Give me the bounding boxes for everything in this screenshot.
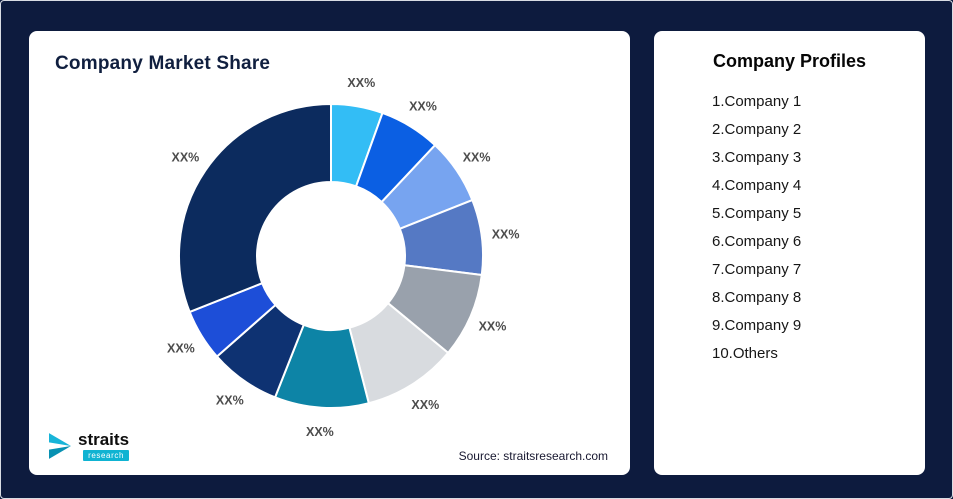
slice-label-5: XX%	[479, 319, 507, 333]
profile-item-7: 7.Company 7	[712, 261, 802, 278]
profile-item-4: 4.Company 4	[712, 177, 802, 194]
logo-text: straits research	[78, 430, 130, 461]
donut-segment-10	[178, 102, 332, 314]
chart-title: Company Market Share	[55, 53, 271, 74]
profile-item-5: 5.Company 5	[712, 205, 802, 222]
slice-label-8: XX%	[216, 393, 244, 407]
slice-label-3: XX%	[463, 150, 491, 164]
straits-logo-icon	[49, 433, 71, 459]
profile-item-2: 2.Company 2	[712, 121, 802, 138]
slice-label-10: XX%	[172, 150, 200, 164]
profile-item-9: 9.Company 9	[712, 317, 802, 334]
company-profiles-card: Company Profiles 1.Company 1 2.Company 2…	[654, 31, 925, 475]
slice-label-9: XX%	[167, 341, 195, 355]
donut-chart: XX% XX% XX% XX% XX% XX% XX% XX% XX% XX%	[167, 76, 520, 439]
profile-item-10: 10.Others	[712, 345, 778, 362]
market-share-card: Company Market Share XX% XX% XX% XX% XX% XX% X…	[29, 31, 630, 475]
slice-label-4: XX%	[492, 227, 520, 241]
profile-item-1: 1.Company 1	[712, 93, 802, 110]
profile-item-8: 8.Company 8	[712, 289, 802, 306]
logo-brand: straits	[78, 430, 130, 449]
logo-sub-brand: research	[83, 450, 130, 461]
slice-label-6: XX%	[411, 398, 439, 412]
slice-label-1: XX%	[347, 76, 375, 90]
slice-label-2: XX%	[409, 99, 437, 113]
profiles-list: 1.Company 1 2.Company 2 3.Company 3 4.Co…	[712, 88, 925, 368]
slice-label-7: XX%	[306, 425, 334, 439]
profiles-title: Company Profiles	[712, 51, 867, 71]
source-attribution: Source: straitsresearch.com	[458, 449, 608, 463]
straits-research-logo: straits research	[49, 430, 130, 461]
profile-item-3: 3.Company 3	[712, 149, 802, 166]
profile-item-6: 6.Company 6	[712, 233, 802, 250]
